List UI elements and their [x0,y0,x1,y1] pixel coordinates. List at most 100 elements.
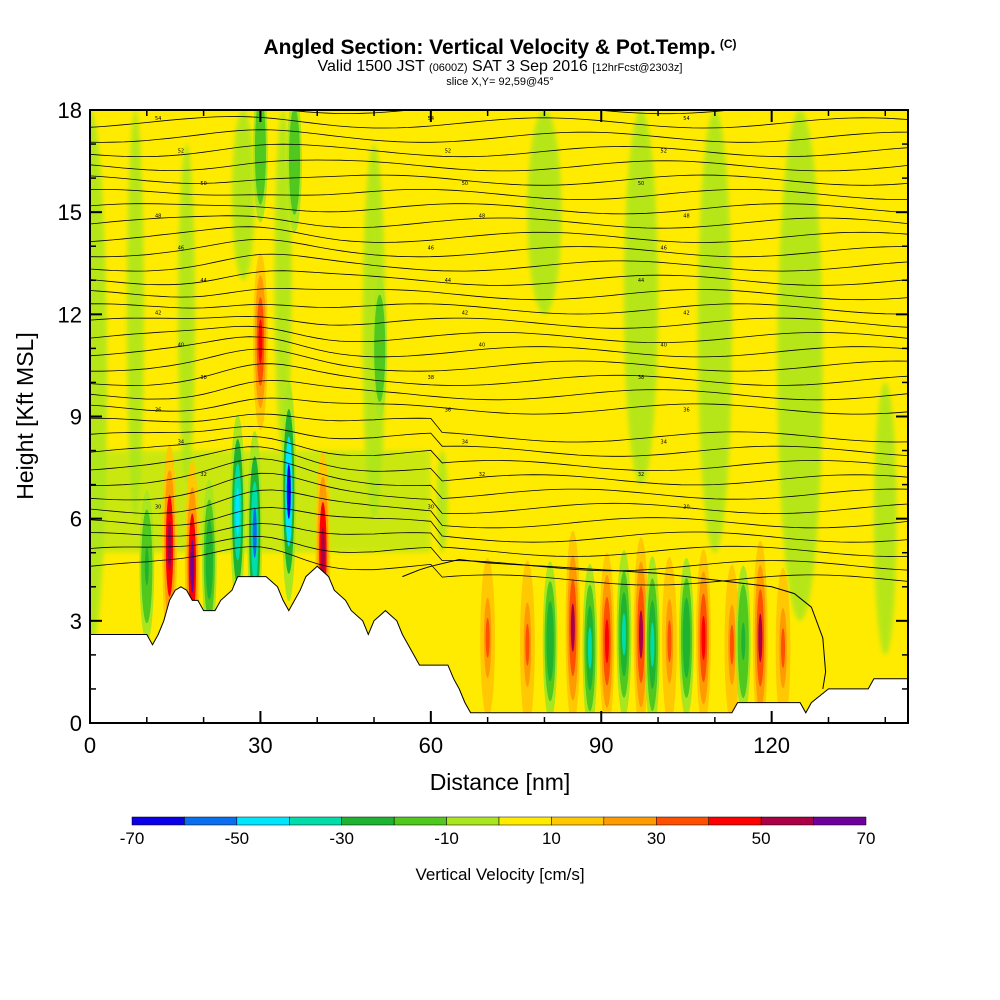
x-tick-label: 0 [84,733,96,758]
colorbar-swatch [813,816,867,826]
theta-isentrope [90,535,908,572]
theta-label: 42 [683,310,689,316]
theta-label: 38 [638,375,644,381]
theta-isentrope [90,189,908,201]
colorbar: -70 -50 -30 -10 10 30 50 70 [120,816,875,848]
theta-label: 42 [462,310,468,316]
theta-label: 32 [479,472,485,478]
updraft-cell [729,624,734,665]
terrain [90,558,908,723]
theta-label: 30 [683,504,689,510]
valid-date: SAT 3 Sep 2016 [472,58,588,75]
updraft-cell [604,619,609,664]
weak-downdraft-band [436,450,448,553]
colorbar-swatch [341,816,395,826]
downdraft-cell [286,463,291,519]
downdraft-cell [292,143,297,179]
colorbar-swatch [760,816,814,826]
theta-isentrope [90,303,908,315]
theta-isentrope [90,435,908,471]
y-tick-label: 15 [58,200,82,225]
valid-time-utc: (0600Z) [429,62,468,74]
y-tick-label: 9 [70,405,82,430]
theta-isentrope [90,159,908,172]
downdraft-cell [684,617,689,658]
theta-isentrope [90,226,908,243]
colorbar-swatch [603,816,657,826]
updraft-cell [570,603,575,652]
colorbar-swatch [131,816,185,826]
downdraft-cell [548,621,553,662]
theta-label: 52 [445,149,451,155]
y-axis-title: Height [Kft MSL] [12,332,38,499]
chart-subtitle: Valid 1500 JST (0600Z) SAT 3 Sep 2016 [1… [0,58,1000,76]
theta-label: 36 [683,407,689,413]
theta-isentrope [90,489,908,529]
colorbar-swatch [551,816,605,826]
theta-label: 52 [178,149,184,155]
theta-label: 40 [178,343,184,349]
theta-isentrope [90,215,908,229]
theta-isentrope [90,472,908,515]
colorbar-tick-label: -30 [329,829,354,848]
colorbar-tick-label: -50 [225,829,250,848]
weak-downdraft-band [126,110,144,519]
theta-label: 44 [638,278,644,284]
chart-title-units: (C) [719,37,737,51]
theta-label: 54 [683,116,689,122]
valid-time: Valid 1500 JST [317,58,425,75]
updraft-cell [258,319,263,364]
theta-isentrope [90,379,908,401]
theta-label: 46 [428,246,434,252]
colorbar-swatch [708,816,762,826]
y-tick-label: 6 [70,507,82,532]
theta-label: 46 [178,246,184,252]
theta-label: 48 [683,213,689,219]
theta-isentrope [90,238,908,258]
x-tick-label: 90 [589,733,613,758]
weak-downdraft-band [777,110,823,621]
theta-isentrope [90,116,908,129]
theta-label: 48 [155,213,161,219]
downdraft-cell [207,539,212,580]
theta-label: 34 [661,440,667,446]
chart-title-text: Angled Section: Vertical Velocity & Pot.… [263,36,716,59]
theta-label: 38 [428,375,434,381]
downdraft-cell [741,622,746,661]
updraft-cell [781,628,786,669]
colorbar-tick-label: -10 [434,829,459,848]
x-tick-label: 60 [419,733,443,758]
downdraft-cell [252,506,257,558]
x-tick-label: 120 [753,733,790,758]
slice-info-text: slice X,Y= 92,59@45° [446,76,554,88]
theta-isentrope [90,270,908,286]
theta-label: 46 [661,246,667,252]
updraft-cell [701,615,706,660]
updraft-cell [525,623,530,666]
forecast-init: [12hrFcst@2303z] [592,62,683,74]
y-tick-label: 18 [58,98,82,123]
theta-label: 34 [178,440,184,446]
theta-isentrope [90,507,908,543]
theta-isentrope [90,253,908,272]
y-tick-label: 12 [58,302,82,327]
colorbar-swatch [236,816,290,826]
theta-isentrope [90,458,908,500]
updraft-cell [667,620,672,663]
updraft-cell [167,520,172,572]
theta-label: 54 [155,116,161,122]
downdraft-cell [621,613,626,656]
theta-isentrope [90,315,908,329]
theta-isentrope [90,446,908,486]
theta-label: 42 [155,310,161,316]
colorbar-swatch [446,816,500,826]
weak-downdraft-band [697,110,732,553]
updraft-cell [639,610,644,659]
x-tick-label: 30 [248,733,272,758]
colorbar-title: Vertical Velocity [cm/s] [415,865,584,884]
theta-label: 50 [200,181,206,187]
theta-label: 44 [200,278,206,284]
downdraft-cell [258,132,263,169]
colorbar-swatch [289,816,342,826]
